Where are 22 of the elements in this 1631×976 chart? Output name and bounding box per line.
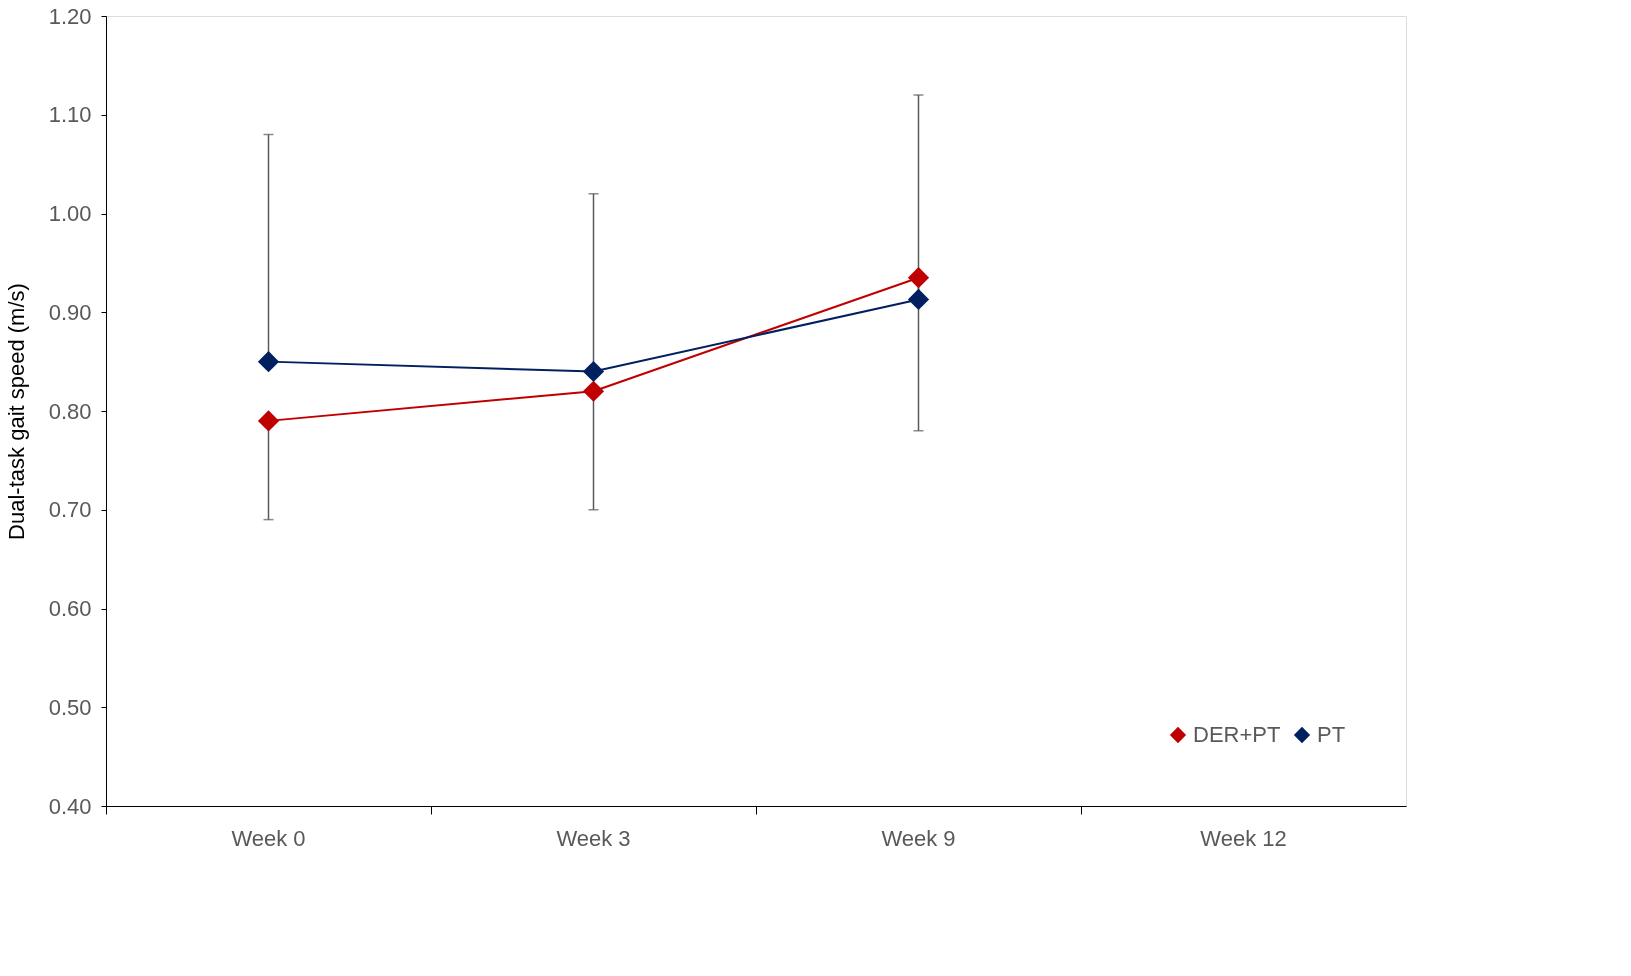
y-tick-label: 0.40 xyxy=(48,793,92,819)
x-tick-label: Week 12 xyxy=(1200,825,1287,851)
x-tick-label: Week 3 xyxy=(556,825,631,851)
y-tick-label: 0.70 xyxy=(48,497,92,523)
point xyxy=(257,410,280,432)
point xyxy=(582,380,605,402)
x-tick-label: Week 9 xyxy=(881,825,956,851)
y-tick-label: 0.80 xyxy=(48,398,92,424)
point xyxy=(907,267,930,289)
y-tick-label: 1.00 xyxy=(48,201,92,226)
y-tick-label: 1.20 xyxy=(48,3,92,29)
x-tick-label: Week 0 xyxy=(231,825,306,851)
point xyxy=(257,351,280,373)
point xyxy=(582,360,605,383)
legend-label: PT xyxy=(1317,722,1346,747)
y-tick-label: 0.50 xyxy=(48,694,92,720)
y-axis-title: Dual-task gait speed (m/s) xyxy=(3,283,29,540)
y-tick-label: 0.90 xyxy=(48,299,92,325)
y-tick-label: 1.10 xyxy=(48,102,92,128)
legend-label: DER+PT xyxy=(1193,722,1281,747)
point xyxy=(907,288,930,311)
y-tick-label: 0.60 xyxy=(48,596,92,621)
